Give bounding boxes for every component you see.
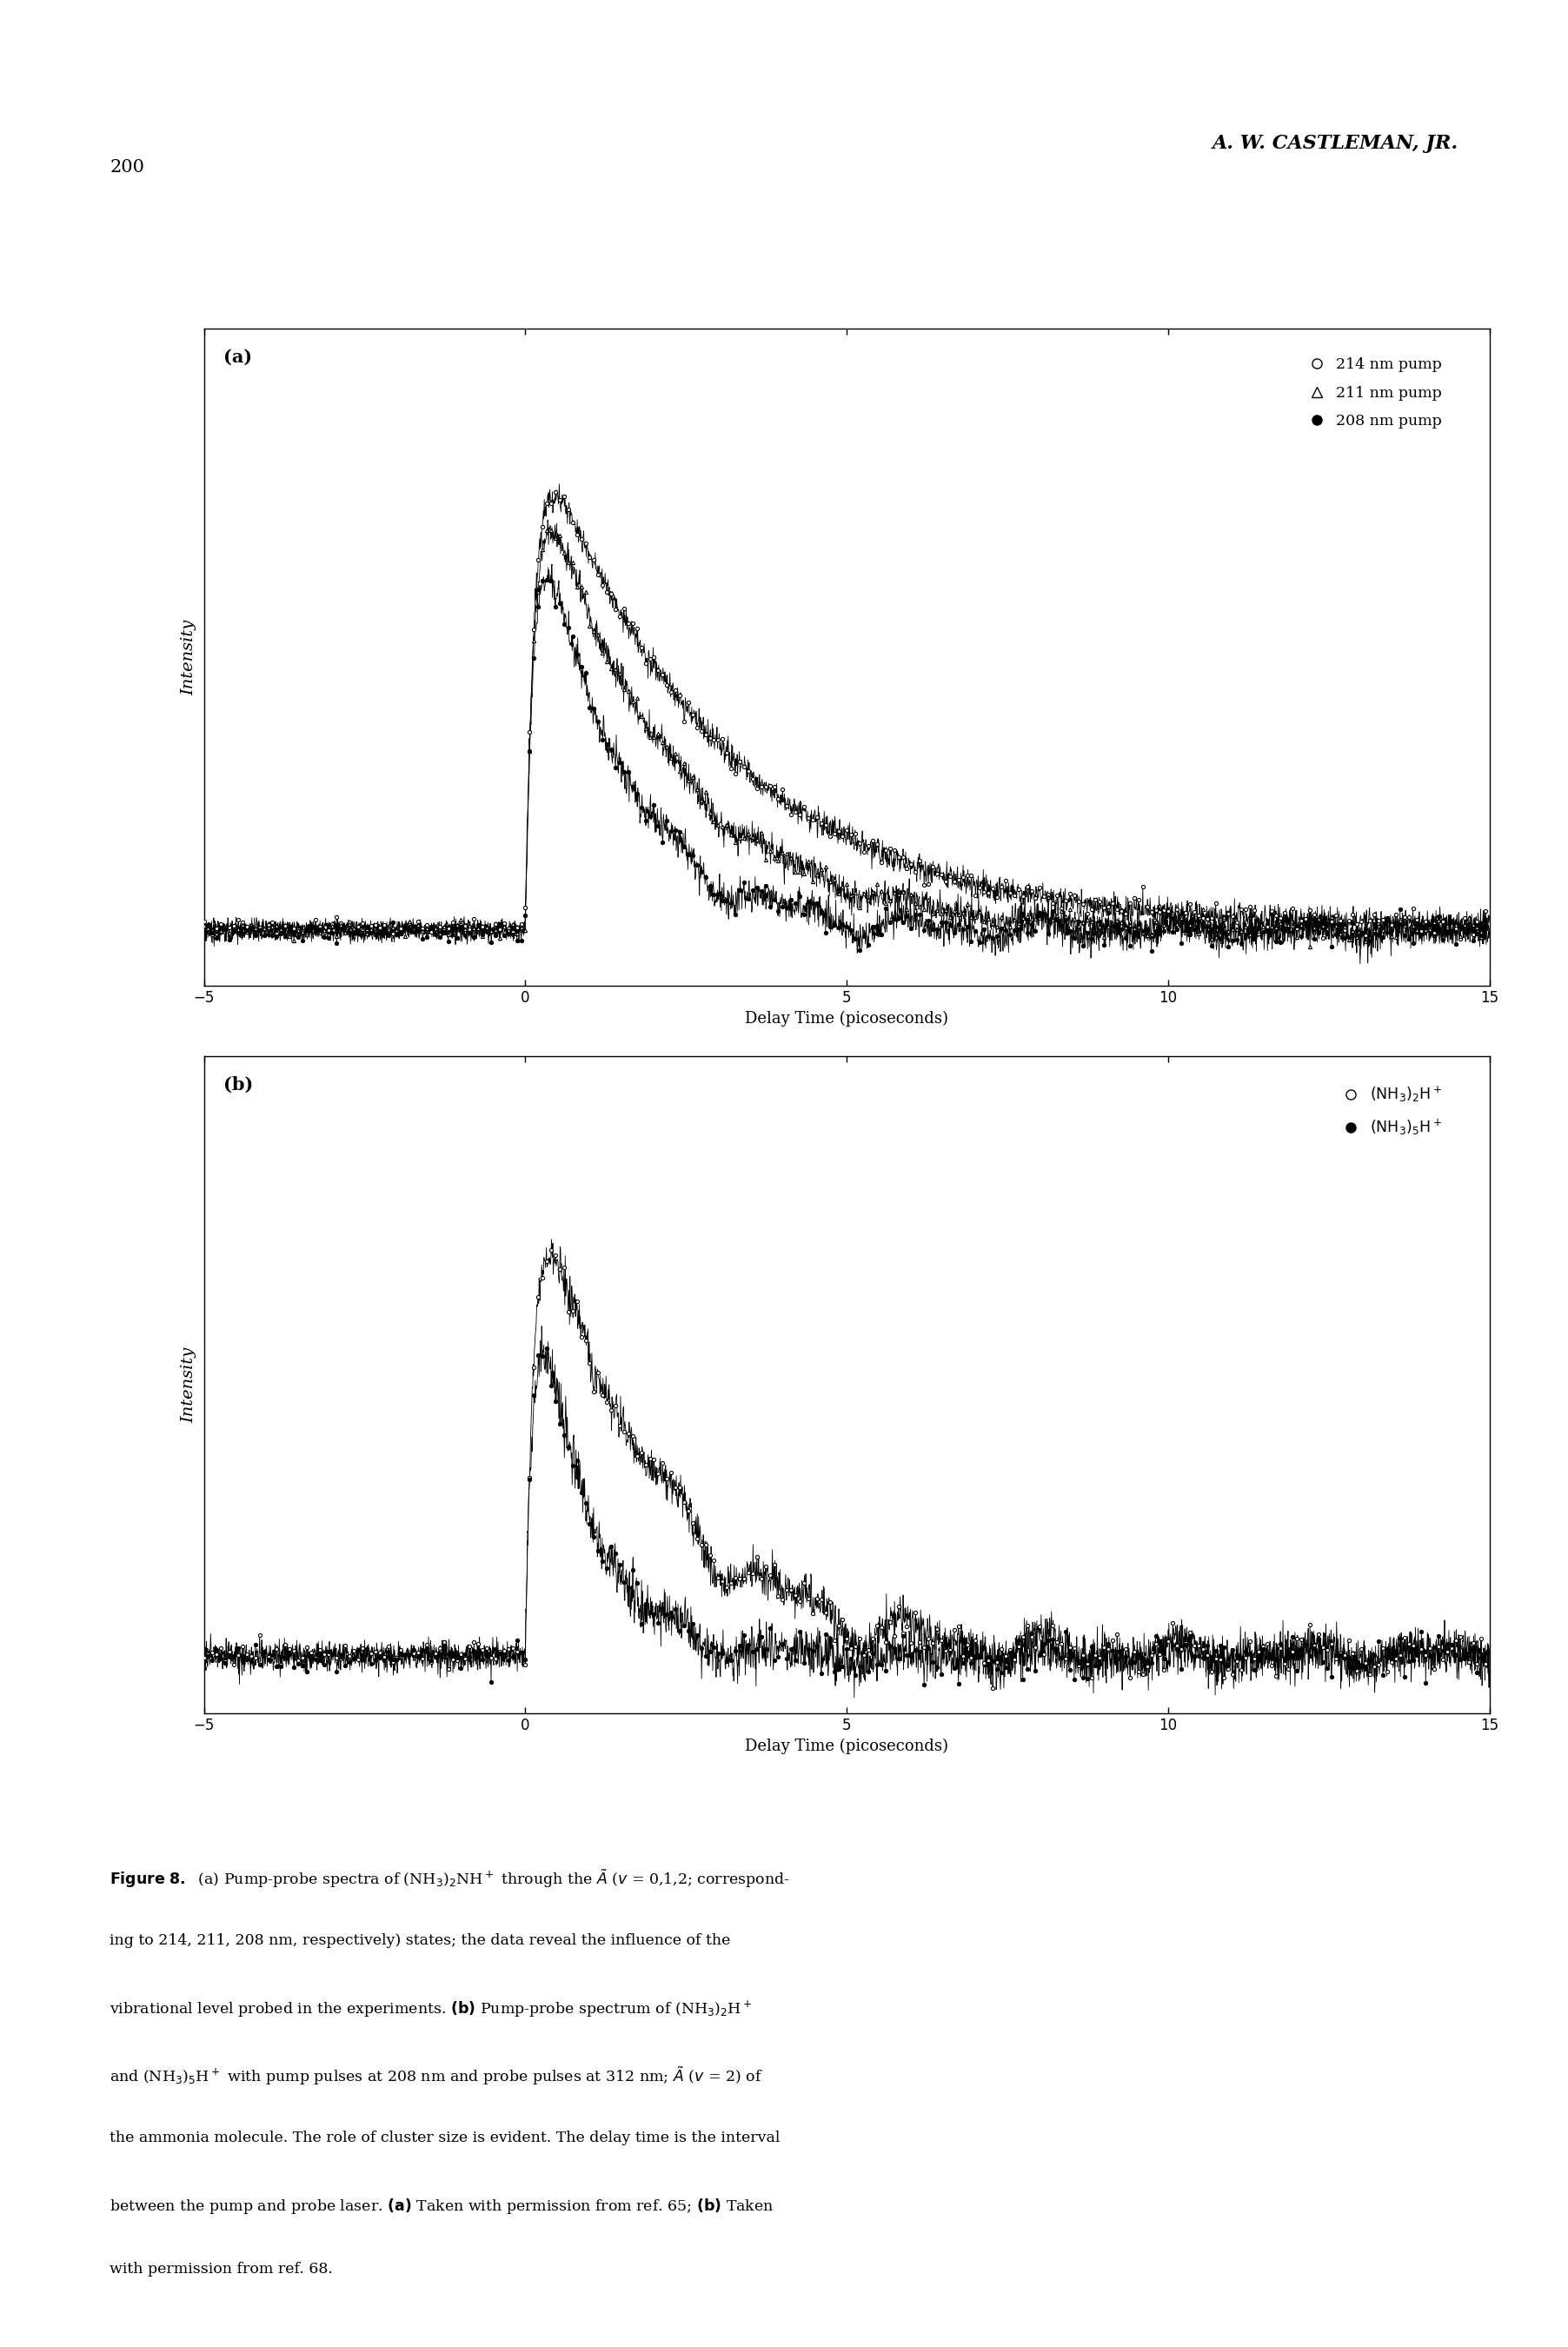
Legend: 214 nm pump, 211 nm pump, 208 nm pump: 214 nm pump, 211 nm pump, 208 nm pump bbox=[1303, 352, 1447, 434]
Text: vibrational level probed in the experiments. $\bf{(b)}$ Pump-probe spectrum of (: vibrational level probed in the experime… bbox=[110, 2000, 753, 2018]
X-axis label: Delay Time (picoseconds): Delay Time (picoseconds) bbox=[745, 1739, 949, 1753]
Legend: $\rm (NH_3)_2H^+$, $\rm (NH_3)_5H^+$: $\rm (NH_3)_2H^+$, $\rm (NH_3)_5H^+$ bbox=[1336, 1080, 1447, 1143]
Text: ing to 214, 211, 208 nm, respectively) states; the data reveal the influence of : ing to 214, 211, 208 nm, respectively) s… bbox=[110, 1934, 731, 1948]
Text: (b): (b) bbox=[223, 1075, 252, 1094]
Text: A. W. CASTLEMAN, JR.: A. W. CASTLEMAN, JR. bbox=[1212, 134, 1458, 153]
Y-axis label: Intensity: Intensity bbox=[180, 620, 196, 695]
Text: 200: 200 bbox=[110, 160, 144, 176]
Text: $\bf{Figure\ 8.}$  (a) Pump-probe spectra of (NH$_3$)$_2$NH$^+$ through the $\ti: $\bf{Figure\ 8.}$ (a) Pump-probe spectra… bbox=[110, 1868, 790, 1889]
X-axis label: Delay Time (picoseconds): Delay Time (picoseconds) bbox=[745, 1012, 949, 1026]
Text: the ammonia molecule. The role of cluster size is evident. The delay time is the: the ammonia molecule. The role of cluste… bbox=[110, 2131, 781, 2145]
Y-axis label: Intensity: Intensity bbox=[180, 1347, 196, 1422]
Text: between the pump and probe laser. $\bf{(a)}$ Taken with permission from ref. 65;: between the pump and probe laser. $\bf{(… bbox=[110, 2197, 775, 2216]
Text: with permission from ref. 68.: with permission from ref. 68. bbox=[110, 2263, 332, 2277]
Text: and (NH$_3$)$_5$H$^+$ with pump pulses at 208 nm and probe pulses at 312 nm; $\t: and (NH$_3$)$_5$H$^+$ with pump pulses a… bbox=[110, 2065, 764, 2086]
Text: (a): (a) bbox=[223, 347, 252, 366]
